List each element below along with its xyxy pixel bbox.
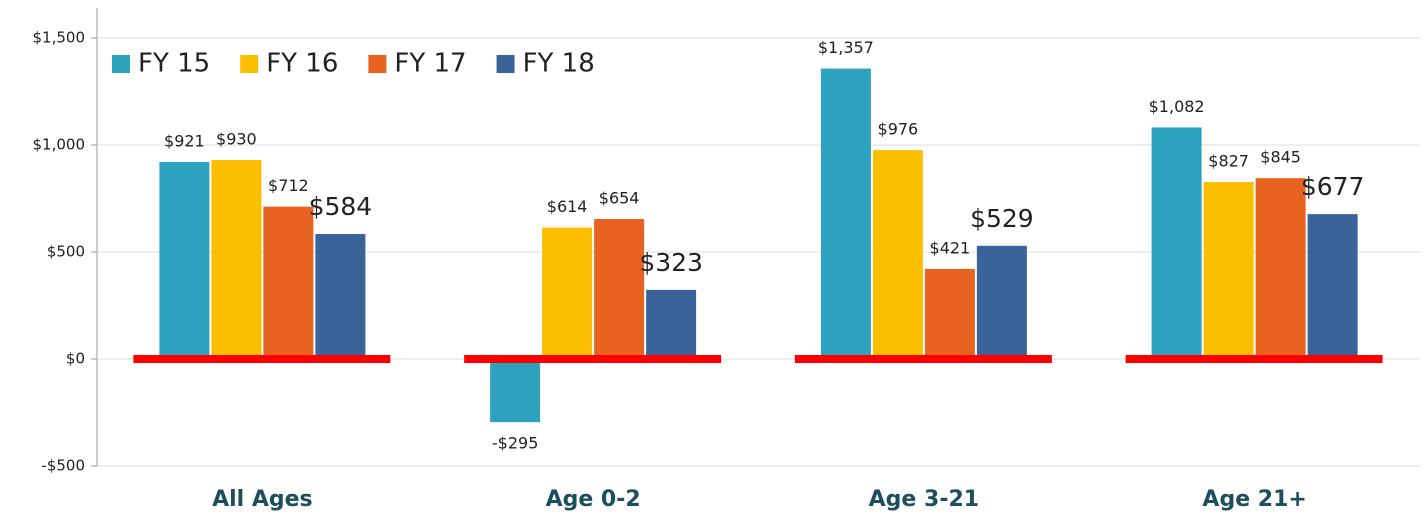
bar [594, 219, 645, 359]
value-label: $976 [878, 120, 919, 139]
bar [490, 359, 541, 423]
x-tick-label: All Ages [212, 487, 313, 512]
bar [211, 159, 262, 359]
value-label: $584 [309, 192, 373, 221]
value-label: $323 [639, 248, 703, 277]
legend-label: FY 17 [394, 49, 466, 79]
bar [263, 206, 314, 359]
bar [820, 68, 871, 360]
y-tick-label: $1,000 [33, 136, 86, 154]
legend-swatch [496, 55, 515, 73]
x-tick-label: Age 3-21 [869, 487, 979, 512]
value-label: $1,082 [1149, 97, 1205, 116]
value-label: $827 [1208, 152, 1249, 171]
value-label: $421 [930, 238, 971, 257]
value-label: $654 [599, 189, 640, 208]
y-tick-label: $500 [47, 243, 85, 261]
value-label: $930 [216, 129, 257, 148]
bar [1203, 182, 1254, 359]
bar [976, 245, 1027, 359]
value-label: $614 [547, 197, 588, 216]
bar [159, 161, 210, 359]
bar [924, 268, 975, 359]
value-label: $677 [1301, 172, 1365, 201]
bar [315, 234, 366, 359]
legend-label: FY 15 [138, 49, 210, 79]
value-label: -$295 [492, 434, 539, 453]
bar [1307, 214, 1358, 359]
value-label: $529 [970, 204, 1034, 233]
legend-swatch [112, 55, 130, 73]
legend-label: FY 16 [266, 49, 338, 79]
legend-swatch [240, 55, 259, 73]
legend-label: FY 18 [523, 49, 595, 79]
value-label: $921 [164, 131, 205, 150]
x-tick-label: Age 0-2 [546, 487, 641, 512]
bar [646, 289, 697, 359]
value-label: $1,357 [818, 38, 874, 57]
bar [542, 227, 593, 359]
y-tick-label: $0 [66, 350, 85, 368]
value-label: $845 [1260, 148, 1301, 167]
bar [872, 150, 923, 359]
x-tick-label: Age 21+ [1202, 487, 1306, 512]
y-tick-label: -$500 [41, 457, 85, 475]
legend-swatch [368, 55, 387, 73]
bar [1151, 127, 1202, 360]
bar [1255, 178, 1306, 359]
y-tick-label: $1,500 [33, 29, 86, 47]
value-label: $712 [268, 176, 309, 195]
